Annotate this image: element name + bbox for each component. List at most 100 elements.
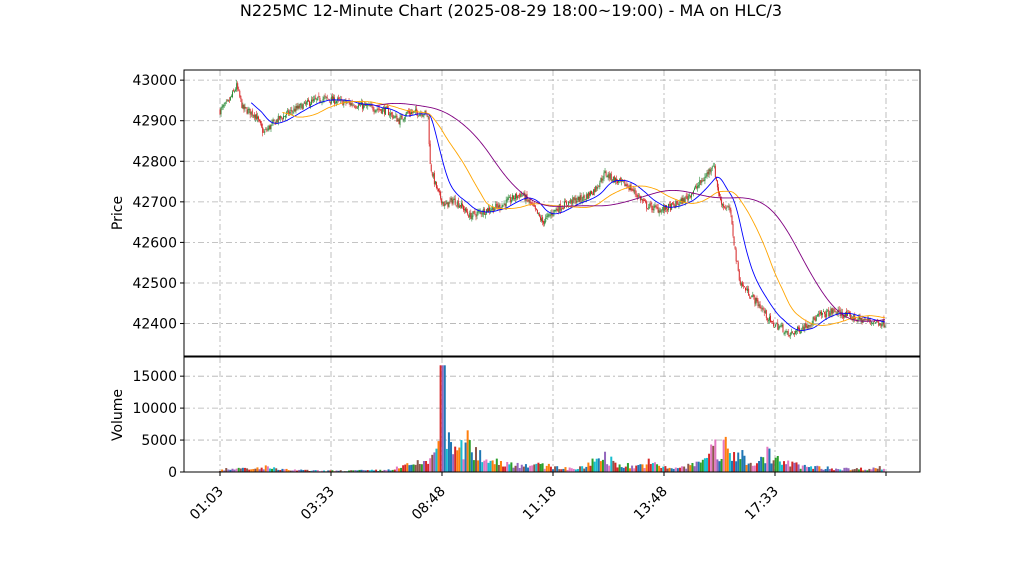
candle-body xyxy=(866,319,868,321)
candle-body xyxy=(493,206,495,212)
volume-bar xyxy=(629,468,632,472)
candle-body xyxy=(778,326,780,330)
candle-body xyxy=(623,180,625,182)
volume-bar xyxy=(678,467,681,472)
price-y-tick-label: 42900 xyxy=(132,114,177,130)
volume-bar xyxy=(622,467,625,472)
candle-body xyxy=(731,215,733,224)
volume-bar xyxy=(645,464,648,472)
volume-bar xyxy=(824,469,827,472)
candle-body xyxy=(828,309,830,317)
candle-body xyxy=(450,198,452,201)
candle-body xyxy=(336,101,338,103)
volume-bar xyxy=(860,467,863,472)
volume-bar xyxy=(639,464,642,472)
candle-body xyxy=(231,91,233,98)
candle-body xyxy=(399,117,401,126)
candle-body xyxy=(831,307,833,315)
candle-body xyxy=(600,177,602,183)
volume-bar xyxy=(576,469,579,472)
candle-body xyxy=(875,322,877,324)
candle-body xyxy=(367,105,369,107)
candle-body xyxy=(359,104,361,106)
volume-bar xyxy=(258,469,261,472)
candle-body xyxy=(237,83,239,89)
candle-body xyxy=(678,204,680,206)
volume-bar xyxy=(281,468,284,472)
volume-bar xyxy=(866,470,869,472)
volume-bar xyxy=(699,462,702,472)
candle-body xyxy=(765,310,767,318)
volume-bar xyxy=(695,461,698,472)
candle-body xyxy=(291,110,293,112)
volume-bar xyxy=(348,470,351,472)
candle-body xyxy=(579,195,581,202)
volume-bar xyxy=(310,470,313,472)
candle-body xyxy=(581,200,583,202)
candle-body xyxy=(732,224,734,236)
volume-bar xyxy=(441,365,444,472)
volume-bar xyxy=(722,439,725,472)
volume-bar xyxy=(664,466,667,472)
candle-body xyxy=(418,115,420,117)
volume-bar xyxy=(235,468,238,472)
volume-bar xyxy=(335,470,338,472)
candle-body xyxy=(380,109,382,113)
volume-bar xyxy=(647,458,650,472)
volume-bar xyxy=(676,468,679,472)
candle-body xyxy=(527,199,529,202)
volume-bar xyxy=(306,469,309,472)
candle-body xyxy=(452,199,454,204)
candle-body xyxy=(681,197,683,204)
volume-bar xyxy=(599,461,602,472)
candle-body xyxy=(881,324,883,327)
candle-body xyxy=(430,164,432,172)
volume-bar xyxy=(701,459,704,472)
candle-body xyxy=(587,192,589,199)
volume-bar xyxy=(508,464,511,472)
candle-body xyxy=(817,314,819,316)
volume-bar xyxy=(560,469,563,472)
candle-body xyxy=(804,323,806,331)
volume-bar xyxy=(610,456,613,472)
candle-body xyxy=(723,204,725,208)
candle-body xyxy=(356,107,358,109)
candle-body xyxy=(566,201,568,205)
candle-body xyxy=(599,182,601,187)
candle-body xyxy=(820,311,822,316)
candle-body xyxy=(652,208,654,210)
candle-body xyxy=(697,185,699,189)
candle-body xyxy=(543,221,545,224)
candle-body xyxy=(313,99,315,102)
candle-body xyxy=(604,171,606,173)
candle-body xyxy=(680,198,682,202)
candle-body xyxy=(634,190,636,194)
candle-body xyxy=(511,194,513,200)
volume-bar xyxy=(793,462,796,472)
candle-body xyxy=(729,207,731,211)
volume-bar xyxy=(331,470,334,472)
candle-body xyxy=(791,331,793,333)
candle-body xyxy=(871,322,873,324)
volume-bar xyxy=(352,470,355,472)
volume-bar xyxy=(724,436,727,472)
volume-bar xyxy=(760,456,763,472)
volume-bar xyxy=(631,465,634,472)
candle-body xyxy=(478,210,480,212)
volume-bar xyxy=(564,467,567,472)
candle-body xyxy=(538,214,540,217)
candle-body xyxy=(654,205,656,207)
candle-body xyxy=(814,318,816,322)
volume-bar xyxy=(810,466,813,472)
candle-body xyxy=(369,104,371,107)
volume-bar xyxy=(830,468,833,472)
volume-bar xyxy=(880,469,883,472)
candle-body xyxy=(684,196,686,204)
candle-body xyxy=(768,316,770,321)
volume-bar xyxy=(252,468,255,472)
candle-body xyxy=(716,180,718,188)
candle-body xyxy=(752,295,754,297)
volume-bar xyxy=(718,461,721,472)
candle-body xyxy=(686,196,688,199)
candle-body xyxy=(460,202,462,208)
